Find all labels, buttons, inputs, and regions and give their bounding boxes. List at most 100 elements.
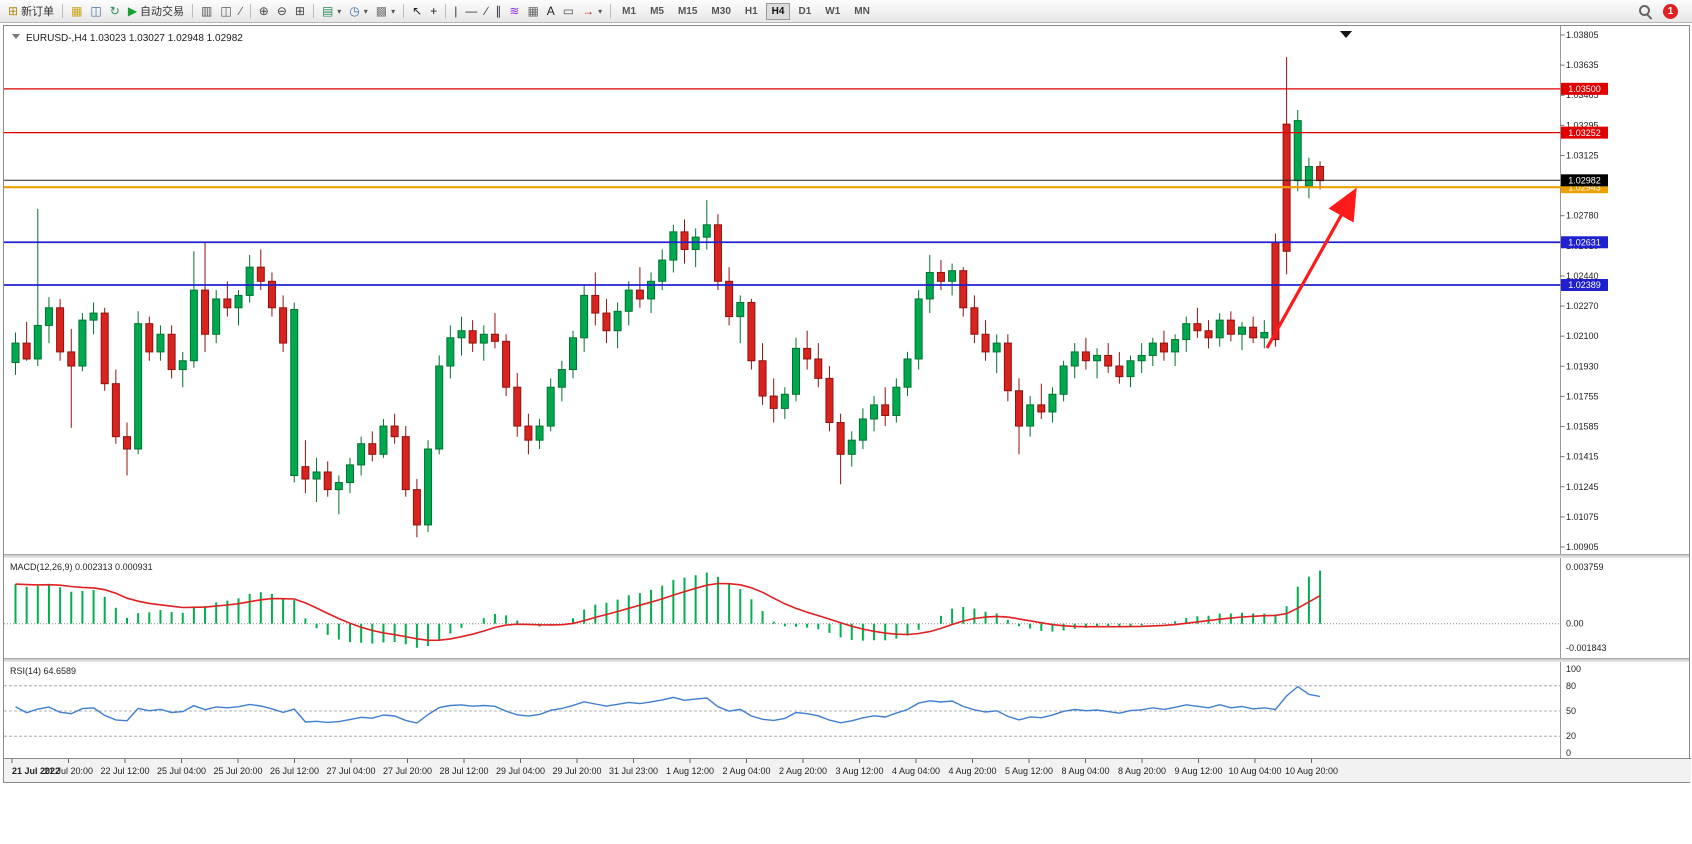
candlestick-chart-button[interactable]: ◫ [216, 4, 235, 18]
rsi-axis-label: 0 [1566, 748, 1571, 758]
candle [858, 408, 867, 450]
time-axis-label: 29 Jul 04:00 [496, 766, 545, 776]
templates-button[interactable]: ▩ ▾ [372, 4, 399, 18]
candle [134, 311, 143, 455]
price-level-line-1.02389[interactable]: 1.02389 [4, 278, 1608, 291]
chart-shift-marker-icon[interactable] [1340, 31, 1352, 38]
timeframe-button-h1[interactable]: H1 [744, 5, 758, 17]
periods-button[interactable]: ◷ ▾ [345, 4, 372, 18]
candle [524, 413, 533, 455]
zoom-in-button[interactable]: ⊕ [255, 4, 273, 18]
tile-windows-button[interactable]: ⊞ [291, 4, 309, 18]
grid-tool-button[interactable]: ▦ [523, 4, 542, 18]
tile-windows-icon: ⊞ [294, 4, 305, 18]
time-axis-label: 8 Aug 20:00 [1118, 766, 1166, 776]
candle [1115, 351, 1124, 384]
timeframe-button-m30[interactable]: M30 [711, 5, 731, 17]
price-axis-label: 1.01075 [1566, 512, 1599, 522]
candle [1081, 337, 1090, 370]
timeframe-button-m5[interactable]: M5 [650, 5, 664, 17]
periods-icon: ◷ [349, 4, 360, 18]
candle [368, 431, 377, 462]
candle [1003, 334, 1012, 402]
timeframe-button-mn[interactable]: MN [854, 5, 870, 17]
panel-splitter[interactable] [4, 554, 1689, 558]
candle [925, 254, 934, 314]
chevron-down-icon[interactable]: ▾ [337, 6, 342, 16]
channel-tool-button[interactable]: ∥ [491, 4, 505, 18]
candle [67, 328, 76, 428]
candle [546, 378, 555, 432]
new-order-button[interactable]: ⊞ 新订单 [4, 2, 58, 20]
crosshair-tool-button[interactable]: + [426, 4, 441, 18]
chevron-down-icon[interactable]: ▾ [363, 6, 368, 16]
candle [635, 267, 644, 308]
price-level-line-1.03252[interactable]: 1.03252 [4, 126, 1608, 139]
candle [301, 440, 310, 494]
search-icon[interactable] [1638, 4, 1653, 20]
candle [1226, 311, 1235, 342]
chart-collapse-icon[interactable] [12, 34, 20, 39]
macd-label: MACD(12,26,9) 0.002313 0.000931 [10, 562, 153, 572]
candle [1215, 313, 1224, 347]
timeframe-button-m15[interactable]: M15 [677, 5, 698, 17]
price-axis[interactable]: 1.03805 1.03635 1.03465 1.03295 1.03125 1.029… [1560, 30, 1599, 552]
price-axis-label: 1.02780 [1566, 211, 1599, 221]
cursor-tool-button[interactable]: ↖ [408, 4, 426, 18]
horizontal-line-tool-button[interactable]: — [461, 4, 481, 18]
timeframe-button-w1[interactable]: W1 [825, 5, 841, 17]
price-level-line-1.02631[interactable]: 1.02631 [4, 236, 1608, 249]
candle [513, 373, 522, 437]
candle [178, 351, 187, 388]
candle [502, 334, 511, 397]
rsi-panel[interactable]: RSI(14) 64.6589 100 80 50 20 0 [4, 662, 1691, 758]
time-axis-label: 27 Jul 04:00 [326, 766, 375, 776]
candle [234, 290, 243, 326]
price-level-line-1.03500[interactable]: 1.03500 [4, 82, 1608, 95]
macd-panel[interactable]: MACD(12,26,9) 0.002313 0.000931 0.003759 0… [4, 558, 1691, 658]
chevron-down-icon[interactable]: ▾ [391, 6, 396, 16]
new-chart-button[interactable]: ▤ ▾ [318, 4, 345, 18]
line-chart-button[interactable]: ∕ [236, 4, 246, 18]
candle [591, 272, 600, 326]
label-tool-button[interactable]: ▭ [559, 4, 578, 18]
candle [1171, 334, 1180, 367]
candle [346, 457, 354, 494]
zoom-out-button[interactable]: ⊖ [273, 4, 291, 18]
text-tool-button[interactable]: A [543, 4, 559, 18]
candle [1204, 320, 1213, 349]
candle [323, 461, 332, 497]
candle [357, 436, 366, 476]
candle [245, 254, 254, 303]
candle [725, 267, 734, 326]
arrows-tool-button[interactable]: → ▾ [578, 4, 606, 18]
candle [803, 330, 812, 370]
trendline-tool-button[interactable]: ∕ [481, 4, 491, 18]
grid-tool-icon: ▦ [527, 4, 539, 18]
panel-splitter[interactable] [4, 658, 1689, 662]
candle [792, 337, 800, 402]
time-axis-label: 31 Jul 23:00 [609, 766, 658, 776]
notification-badge[interactable]: 1 [1663, 3, 1678, 19]
candle [312, 457, 321, 502]
svg-text:1.03252: 1.03252 [1568, 128, 1601, 138]
cursor-tool-icon: ↖ [412, 4, 423, 18]
vertical-line-tool-button[interactable]: | [450, 4, 461, 18]
bar-chart-button[interactable]: ▥ [197, 4, 216, 18]
market-watch-button[interactable]: ▦ [67, 4, 86, 18]
timeframe-button-h4[interactable]: H4 [765, 2, 791, 20]
timeframe-button-d1[interactable]: D1 [798, 5, 812, 17]
refresh-button[interactable]: ↻ [106, 4, 124, 18]
trend-arrow-annotation[interactable] [1265, 187, 1357, 349]
candle [981, 320, 990, 361]
navigator-button[interactable]: ◫ [86, 4, 105, 18]
rsi-axis-label: 50 [1566, 706, 1576, 716]
time-axis-label: 9 Aug 12:00 [1174, 766, 1222, 776]
chevron-down-icon[interactable]: ▾ [598, 6, 603, 16]
main-chart-panel[interactable]: 1.03805 1.03635 1.03465 1.03295 1.03125 1.029… [4, 26, 1691, 554]
auto-trading-button[interactable]: ▶ 自动交易 [124, 2, 188, 20]
price-level-line-1.02943[interactable]: 1.02943 [4, 181, 1608, 194]
fibonacci-tool-button[interactable]: ≋ [505, 4, 523, 18]
timeframe-button-m1[interactable]: M1 [622, 5, 637, 17]
